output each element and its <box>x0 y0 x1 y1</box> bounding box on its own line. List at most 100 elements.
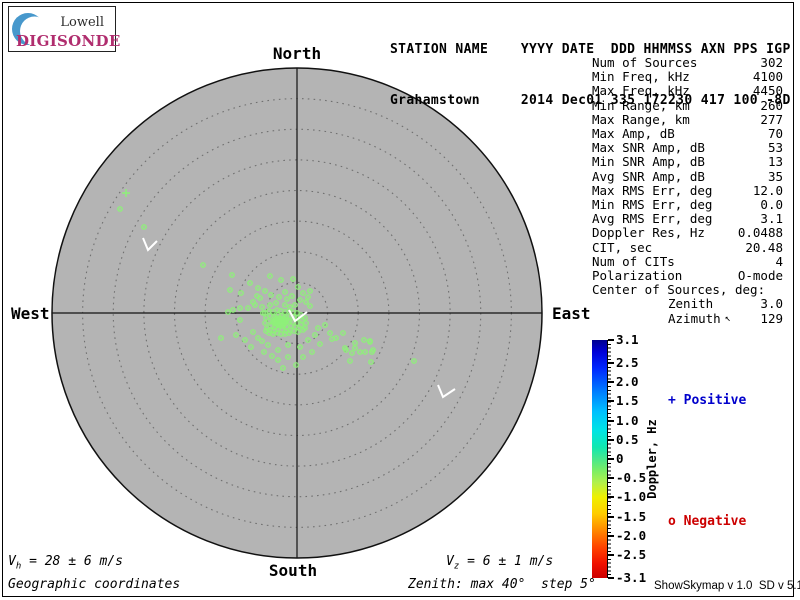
source-point <box>315 325 321 331</box>
stat-label: Max Amp, dB <box>592 126 675 142</box>
stat-value: 260 <box>760 97 783 113</box>
stat-row: Num of Sources 302 <box>592 55 783 70</box>
header-station-values: Grahamstown 2014 Dec01 335 172230 417 10… <box>390 93 791 108</box>
logo-lowell-text: Lowell <box>60 15 104 30</box>
colorbar-tick-label: -2.5 <box>616 546 647 562</box>
stat-label: Min RMS Err, deg <box>592 197 713 213</box>
source-point <box>361 337 367 343</box>
stat-value: 0.0 <box>760 197 783 213</box>
source-point <box>368 359 374 365</box>
stat-label: Zenith <box>668 296 714 312</box>
source-point <box>267 273 273 279</box>
source-point <box>247 280 253 286</box>
source-point <box>289 293 295 299</box>
source-point <box>250 329 256 335</box>
colorbar-major-tick <box>608 534 614 537</box>
source-point <box>297 297 303 303</box>
stat-value: 4 <box>775 253 783 269</box>
coordinate-system-label: Geographic coordinates <box>8 577 181 592</box>
source-point <box>285 342 291 348</box>
source-point <box>230 307 236 313</box>
source-point <box>327 330 333 336</box>
zenith-range-label: Zenith: max 40° step 5° <box>408 577 596 592</box>
source-point <box>242 337 248 343</box>
compass-west-label: West <box>11 304 50 323</box>
source-point <box>255 335 261 341</box>
logo-digisonde-text: DIGISONDE <box>16 32 121 50</box>
stat-value: 3.1 <box>760 211 783 227</box>
colorbar-major-tick <box>608 515 614 518</box>
source-point <box>303 299 309 305</box>
source-point <box>300 290 306 296</box>
colorbar-tick-label: 2.0 <box>616 374 639 390</box>
source-point <box>284 296 290 302</box>
stat-row: Min Freq, kHz 4100 <box>592 70 783 84</box>
colorbar-major-tick <box>608 400 614 403</box>
source-point <box>200 262 206 268</box>
vertical-velocity-label: Vz = 6 ± 1 m/s <box>446 554 554 572</box>
stat-row: Min SNR Amp, dB 13 <box>592 155 783 169</box>
stat-label: Max SNR Amp, dB <box>592 140 705 156</box>
source-point <box>285 354 291 360</box>
source-point <box>259 304 265 310</box>
source-point <box>286 330 292 336</box>
stat-label: Num of Sources <box>592 55 698 70</box>
colorbar-tick-label: 2.5 <box>616 355 639 371</box>
crescent-icon <box>12 13 49 46</box>
source-point <box>227 287 233 293</box>
source-point <box>305 294 311 300</box>
colorbar-major-tick <box>608 496 614 499</box>
source-point <box>298 322 304 328</box>
stat-row: Min RMS Err, deg 0.0 <box>592 197 783 213</box>
legend-positive: + Positive <box>668 393 747 408</box>
velocity-check-mark <box>437 384 456 399</box>
source-point <box>309 349 315 355</box>
source-point <box>261 349 267 355</box>
colorbar-major-tick <box>608 553 614 556</box>
colorbar-tick-label: 0 <box>616 451 624 466</box>
colorbar-tick-label: 1.0 <box>616 412 639 428</box>
stat-label: Max Range, km <box>592 111 690 127</box>
source-point <box>287 304 293 310</box>
source-point <box>362 349 368 355</box>
stat-label: Max RMS Err, deg <box>592 182 713 198</box>
source-point <box>322 322 328 328</box>
stat-value: 53 <box>767 140 783 156</box>
stat-value: 12.0 <box>752 182 783 198</box>
stat-row: CIT, sec 20.48 <box>592 239 783 255</box>
source-point <box>307 288 313 294</box>
source-point <box>357 349 363 355</box>
source-point <box>275 347 281 353</box>
stat-value: 35 <box>767 168 783 184</box>
colorbar-major-tick <box>608 458 614 460</box>
colorbar-major-tick <box>608 362 614 365</box>
source-point <box>225 309 231 315</box>
legend-negative: o Negative <box>668 514 747 529</box>
colorbar-major-tick <box>608 419 614 422</box>
source-point <box>237 317 243 323</box>
colorbar-major-tick <box>608 577 614 579</box>
stat-row: Min Range, km 260 <box>592 97 783 113</box>
source-point <box>245 305 251 311</box>
stat-value: 277 <box>760 111 783 127</box>
source-point <box>349 350 355 356</box>
source-point <box>275 357 281 363</box>
source-point <box>268 292 274 298</box>
colorbar-tick-label: -3.1 <box>616 570 647 585</box>
source-point <box>255 285 261 291</box>
source-point <box>307 303 313 309</box>
source-point <box>347 358 353 364</box>
colorbar-tick-label: 0.5 <box>616 431 639 447</box>
azimuth-direction-icon: ↖ <box>724 312 731 324</box>
source-point <box>352 345 358 351</box>
source-point <box>302 315 308 321</box>
stat-label: Center of Sources, deg: <box>592 282 766 298</box>
stat-value: 0.0488 <box>737 225 783 241</box>
stat-value: 13 <box>767 154 783 170</box>
stat-label: CIT, sec <box>592 239 653 255</box>
stat-label: Min SNR Amp, dB <box>592 154 705 170</box>
colorbar-major-tick <box>608 381 614 384</box>
stat-value: 4100 <box>752 69 783 85</box>
